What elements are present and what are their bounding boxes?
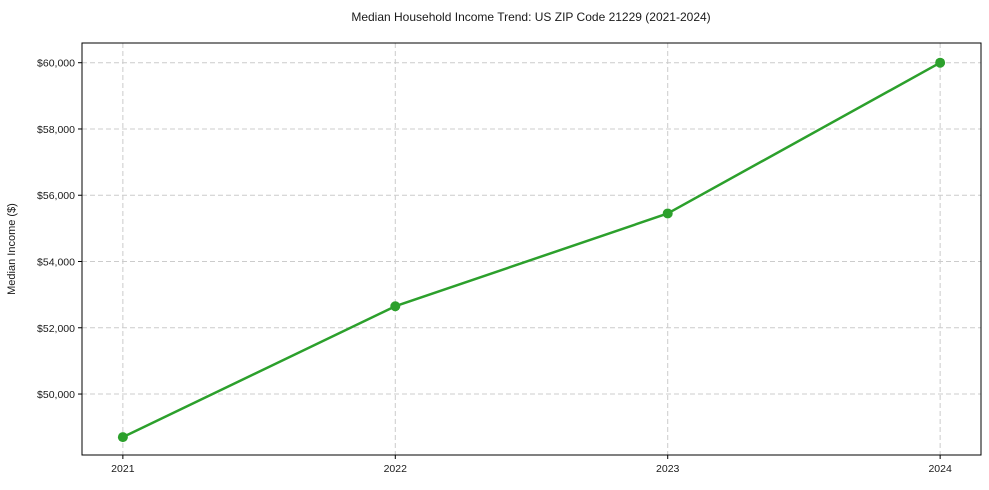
y-tick-label: $54,000 xyxy=(37,257,75,269)
plot-border xyxy=(81,42,982,456)
y-axis-label: Median Income ($) xyxy=(6,203,18,295)
x-tick-label: 2024 xyxy=(928,463,952,475)
y-tick-label: $56,000 xyxy=(37,190,75,202)
y-tick-label: $50,000 xyxy=(37,389,75,401)
y-tick-label: $60,000 xyxy=(37,58,75,70)
plot-area: $50,000 $52,000 $54,000 $56,000 $58,000 $60,0… xyxy=(37,42,982,475)
x-tick-label: 2022 xyxy=(384,463,408,475)
x-tick-label: 2021 xyxy=(111,463,135,475)
chart-title: Median Household Income Trend: US ZIP Co… xyxy=(351,10,710,24)
data-point xyxy=(117,432,128,443)
data-point xyxy=(662,208,673,219)
y-tick-label: $52,000 xyxy=(37,323,75,335)
data-point xyxy=(935,57,946,68)
trend-line xyxy=(121,61,942,439)
x-tick-label: 2023 xyxy=(656,463,680,475)
y-tick-label: $58,000 xyxy=(37,124,75,136)
data-point xyxy=(390,301,401,312)
